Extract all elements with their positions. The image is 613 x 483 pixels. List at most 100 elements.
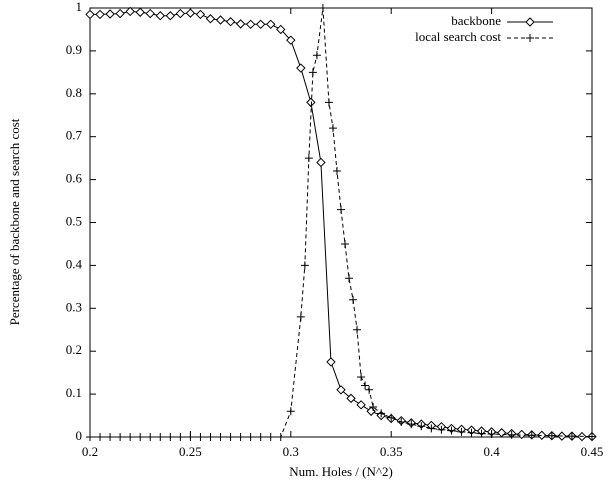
data-point [377, 409, 386, 418]
data-point [507, 430, 516, 439]
data-point [353, 325, 362, 334]
data-point [345, 274, 354, 283]
data-point [135, 7, 145, 17]
data-point [235, 19, 246, 29]
data-point [145, 8, 155, 19]
y-tick-label: 0.9 [66, 42, 82, 57]
data-point [86, 433, 94, 441]
data-point [567, 432, 576, 441]
data-point [361, 381, 370, 390]
data-point [427, 424, 436, 433]
y-tick-label: 0.6 [66, 171, 83, 186]
y-tick-label: 1 [76, 0, 83, 14]
data-point [286, 407, 295, 416]
data-point [255, 19, 266, 30]
data-point [467, 428, 476, 437]
data-point [336, 385, 346, 395]
plot-frame [89, 7, 593, 438]
data-point [216, 433, 225, 441]
data-point [146, 433, 155, 441]
y-tick-label: 0 [76, 428, 83, 443]
data-point [96, 433, 105, 441]
data-point [304, 154, 313, 163]
data-point [387, 413, 396, 422]
data-point [195, 9, 206, 20]
data-point [487, 429, 496, 438]
legend-marker [525, 17, 535, 27]
data-point [316, 157, 326, 168]
data-point [437, 425, 446, 434]
data-point [156, 433, 165, 441]
data-point [115, 8, 125, 19]
data-point [357, 372, 366, 381]
data-point [245, 19, 256, 30]
data-point [206, 433, 215, 441]
legend-label: backbone [451, 13, 501, 28]
data-point [407, 420, 416, 429]
data-point [286, 35, 296, 45]
data-point [276, 433, 285, 441]
x-tick-label: 0.3 [283, 444, 299, 459]
y-tick-label: 0.3 [66, 299, 82, 314]
data-point [166, 433, 175, 441]
data-point [176, 433, 185, 441]
x-tick-label: 0.2 [82, 444, 98, 459]
data-point [296, 63, 306, 73]
x-tick-label: 0.35 [380, 444, 403, 459]
data-point [186, 433, 195, 441]
data-point [356, 400, 366, 410]
data-point [126, 433, 135, 441]
x-tick-label: 0.45 [581, 444, 604, 459]
data-point [306, 97, 316, 108]
data-point [517, 429, 527, 440]
data-point [328, 124, 337, 133]
data-point [332, 167, 341, 176]
series-line [90, 10, 592, 438]
y-tick-label: 0.8 [66, 85, 82, 100]
data-point [365, 385, 374, 394]
y-tick-label: 0.4 [66, 256, 83, 271]
y-tick-label: 0.1 [66, 385, 82, 400]
series-line [90, 7, 593, 438]
data-point [527, 431, 536, 440]
data-point [246, 433, 255, 441]
legend-label: local search cost [415, 29, 501, 44]
data-point [397, 417, 406, 426]
data-point [308, 68, 317, 77]
data-point [196, 433, 205, 441]
data-point [477, 429, 486, 438]
data-point [116, 433, 125, 441]
data-point [588, 432, 596, 441]
data-point [341, 239, 350, 248]
data-point [324, 98, 333, 107]
data-point [155, 11, 165, 21]
legend-marker [526, 34, 534, 42]
data-point [537, 430, 547, 440]
data-point [369, 402, 378, 411]
y-tick-label: 0.2 [66, 342, 82, 357]
x-axis-label: Num. Holes / (N^2) [289, 464, 393, 479]
data-point [205, 14, 216, 24]
data-point [447, 426, 456, 435]
data-point [236, 433, 245, 441]
data-point [296, 312, 305, 321]
data-point [256, 433, 265, 441]
data-point [185, 8, 196, 18]
data-point [318, 4, 327, 12]
data-point [85, 9, 95, 20]
data-point [175, 8, 186, 19]
data-point [346, 393, 356, 404]
data-point [215, 15, 226, 25]
data-point [547, 431, 556, 440]
data-point [496, 428, 507, 438]
data-point [136, 433, 145, 441]
data-point [266, 19, 276, 30]
y-axis-label: Percentage of backbone and search cost [7, 118, 22, 325]
x-tick-label: 0.4 [483, 444, 500, 459]
data-point [366, 406, 376, 416]
data-point [326, 357, 336, 367]
data-point [225, 17, 236, 27]
data-point [457, 427, 466, 436]
data-point [349, 295, 358, 304]
